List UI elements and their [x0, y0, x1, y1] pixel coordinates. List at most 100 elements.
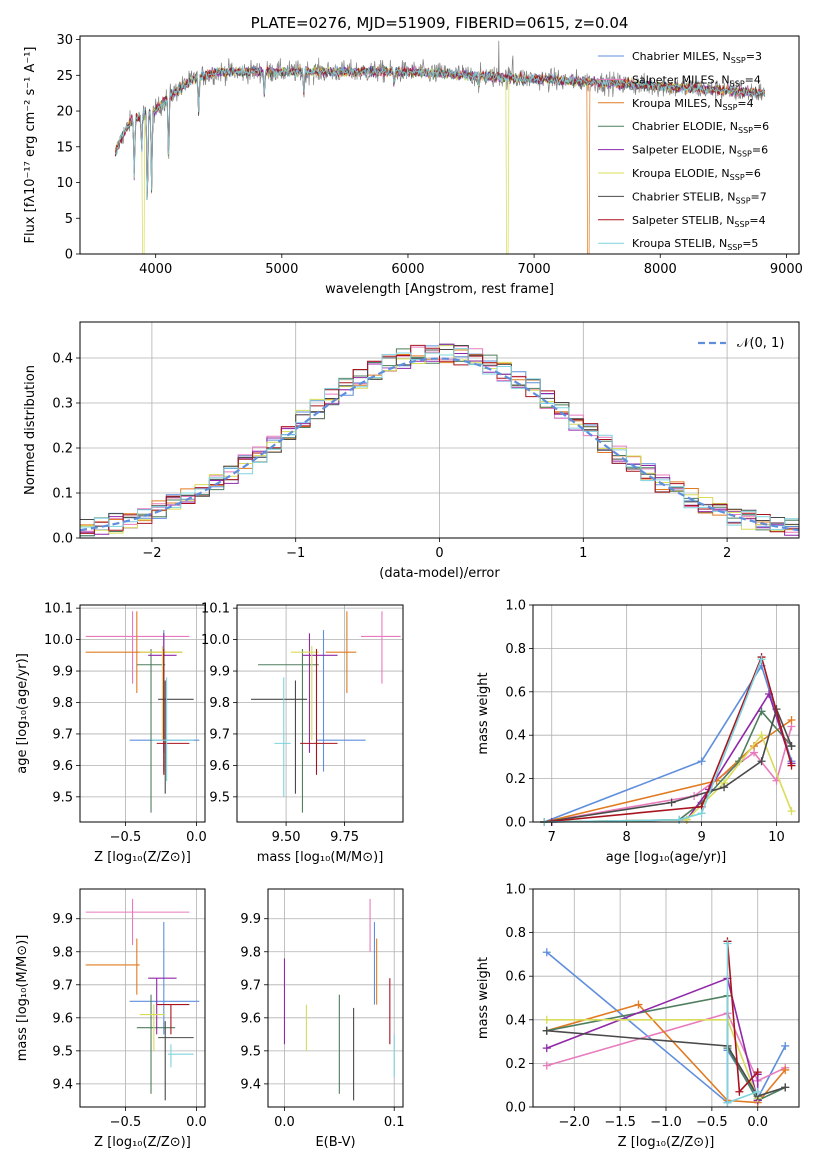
legend-nssp-value: =7 — [751, 190, 767, 203]
mass-weight-series-line — [544, 706, 793, 823]
legend-nssp-value: =4 — [745, 73, 761, 86]
mass-weight-marker — [787, 716, 796, 725]
normal-reference-curve — [79, 357, 800, 532]
data-point — [136, 649, 166, 813]
mass-weight-marker — [542, 1061, 551, 1070]
data-point — [152, 677, 194, 782]
axes-frame: 9.50 9.75 9.5 9.6 9.7 9.8 9.9 10.0 10.1 mass [log… — [201, 602, 404, 865]
x-tick-label: 7 — [548, 830, 556, 845]
mass-weight-series-line — [544, 654, 793, 823]
x-tick-label: −0.5 — [110, 1115, 142, 1130]
x-tick-label: 0.0 — [747, 1115, 768, 1130]
x-axis-label: E(B-V) — [315, 1135, 355, 1150]
legend-subscript: SSP — [734, 220, 749, 229]
y-tick-label: 9.7 — [52, 727, 73, 742]
y-tick-label: 30 — [56, 33, 73, 48]
y-axis-label: Normed distribution — [23, 365, 38, 495]
legend-series-name: Kroupa MILES, N — [632, 97, 722, 110]
y-tick-label: 9.6 — [52, 1011, 73, 1026]
mass-weight-marker — [750, 742, 759, 751]
mass-weight-marker — [634, 1000, 643, 1009]
y-tick-label: 0 — [65, 248, 73, 263]
y-tick-label: 0.0 — [505, 816, 526, 831]
y-tick-label: 9.9 — [52, 912, 73, 927]
legend-entry: Chabrier ELODIE, NSSP=6 — [632, 120, 769, 135]
x-tick-label: −1.0 — [650, 1115, 682, 1130]
legend-entry: Salpeter STELIB, NSSP=4 — [632, 214, 766, 229]
x-tick-label: 10 — [768, 830, 785, 845]
residual-histogram-series — [80, 348, 799, 531]
y-axis-label: mass weight — [476, 672, 491, 754]
spectrum-panel: 4000 5000 6000 7000 8000 9000 0 5 10 15 20 25 30 wave… — [23, 14, 803, 297]
data-point — [274, 677, 291, 797]
y-tick-label: 0.1 — [52, 487, 73, 502]
data-point — [251, 680, 308, 794]
mass-weight-marker — [723, 939, 732, 948]
y-tick-label: 0.8 — [505, 642, 526, 657]
axes-frame: −0.5 0.0 9.5 9.6 9.7 9.8 9.9 10.0 10.1 Z [log₁₀(Z… — [15, 602, 207, 865]
legend-series-name: Salpeter ELODIE, N — [632, 144, 737, 157]
mass-weight-marker — [787, 807, 796, 816]
y-tick-label: 9.8 — [240, 945, 261, 960]
y-tick-label: 25 — [56, 69, 73, 84]
x-tick-label: 0.0 — [186, 830, 207, 845]
x-axis-label: mass [log₁₀(M/M⊙)] — [257, 850, 384, 865]
plot-area — [85, 898, 200, 1101]
legend-series-name: Chabrier MILES, N — [632, 50, 731, 63]
y-tick-label: 0.4 — [52, 352, 73, 367]
legend-entry: Kroupa STELIB, NSSP=5 — [632, 237, 758, 252]
data-point — [156, 649, 190, 775]
legend-subscript: SSP — [738, 126, 753, 135]
legend-entry: Kroupa ELODIE, NSSP=6 — [632, 167, 761, 182]
data-point — [258, 649, 319, 813]
y-tick-label: 20 — [56, 105, 73, 120]
data-point — [158, 1021, 194, 1101]
data-point — [325, 611, 357, 694]
y-axis-label: Flux [fλ10⁻¹⁷ erg cm⁻² s⁻¹ A⁻¹] — [23, 47, 38, 244]
mass-age-panel: 9.50 9.75 9.5 9.6 9.7 9.8 9.9 10.0 10.1 mass [log… — [201, 602, 404, 865]
legend-nssp-value: =6 — [745, 167, 761, 180]
y-tick-label: 0.2 — [505, 772, 526, 787]
metallicity-mass-panel: −0.5 0.0 9.4 9.5 9.6 9.7 9.8 9.9 Z [log₁₀(Z/Z⊙)]… — [15, 888, 207, 1150]
x-tick-label: −2.0 — [558, 1115, 590, 1130]
legend-nssp-value: =4 — [749, 214, 765, 227]
legend-series-name: Chabrier ELODIE, N — [632, 120, 738, 133]
axes-frame: −2 −1 0 1 2 0.0 0.1 0.2 0.3 0.4 (data-model)/error… — [23, 321, 800, 581]
y-tick-label: 9.7 — [240, 978, 261, 993]
x-tick-label: 9.75 — [330, 830, 359, 845]
mass-weight-marker — [757, 731, 766, 740]
y-tick-label: 15 — [56, 140, 73, 155]
x-tick-label: 7000 — [518, 262, 551, 277]
y-tick-label: 0.4 — [505, 1013, 526, 1028]
axes-border — [79, 604, 206, 823]
y-tick-label: 10.1 — [44, 602, 73, 617]
y-tick-label: 9.4 — [52, 1077, 73, 1092]
legend-nssp-value: =4 — [737, 97, 753, 110]
legend-entry: Salpeter MILES, NSSP=4 — [632, 73, 761, 88]
mass-weight-marker — [781, 1041, 790, 1050]
plot-area — [540, 653, 796, 826]
y-tick-label: 10.0 — [201, 633, 230, 648]
y-axis-label: mass weight — [476, 957, 491, 1039]
legend-series-name: Salpeter STELIB, N — [632, 214, 734, 227]
plot-area — [283, 898, 395, 1101]
legend-subscript: SSP — [737, 150, 752, 159]
mass-weight-series-line — [546, 1012, 786, 1082]
metallicity-mass-weight-panel: −2.0 −1.5 −1.0 −0.5 0.0 0.0 0.2 0.4 0.6 0.8 1.0 Z [… — [476, 883, 800, 1150]
x-tick-label: −0.5 — [696, 1115, 728, 1130]
metallicity-age-panel: −0.5 0.0 9.5 9.6 9.7 9.8 9.9 10.0 10.1 Z [log₁₀(Z… — [15, 602, 207, 865]
mass-weight-series-line — [546, 1029, 786, 1098]
x-tick-label: 4000 — [139, 262, 172, 277]
mass-weight-marker — [781, 1083, 790, 1092]
x-tick-label: 0.1 — [384, 1115, 405, 1130]
mass-weight-marker — [787, 742, 796, 751]
data-point — [360, 611, 401, 684]
y-tick-label: 9.4 — [240, 1077, 261, 1092]
y-tick-label: 1.0 — [505, 599, 526, 614]
x-tick-label: −1.5 — [604, 1115, 636, 1130]
x-tick-label: 5000 — [265, 262, 298, 277]
legend-subscript: SSP — [727, 243, 742, 252]
axes-border — [79, 35, 800, 255]
x-tick-label: 6000 — [391, 262, 424, 277]
data-point — [148, 977, 177, 1035]
